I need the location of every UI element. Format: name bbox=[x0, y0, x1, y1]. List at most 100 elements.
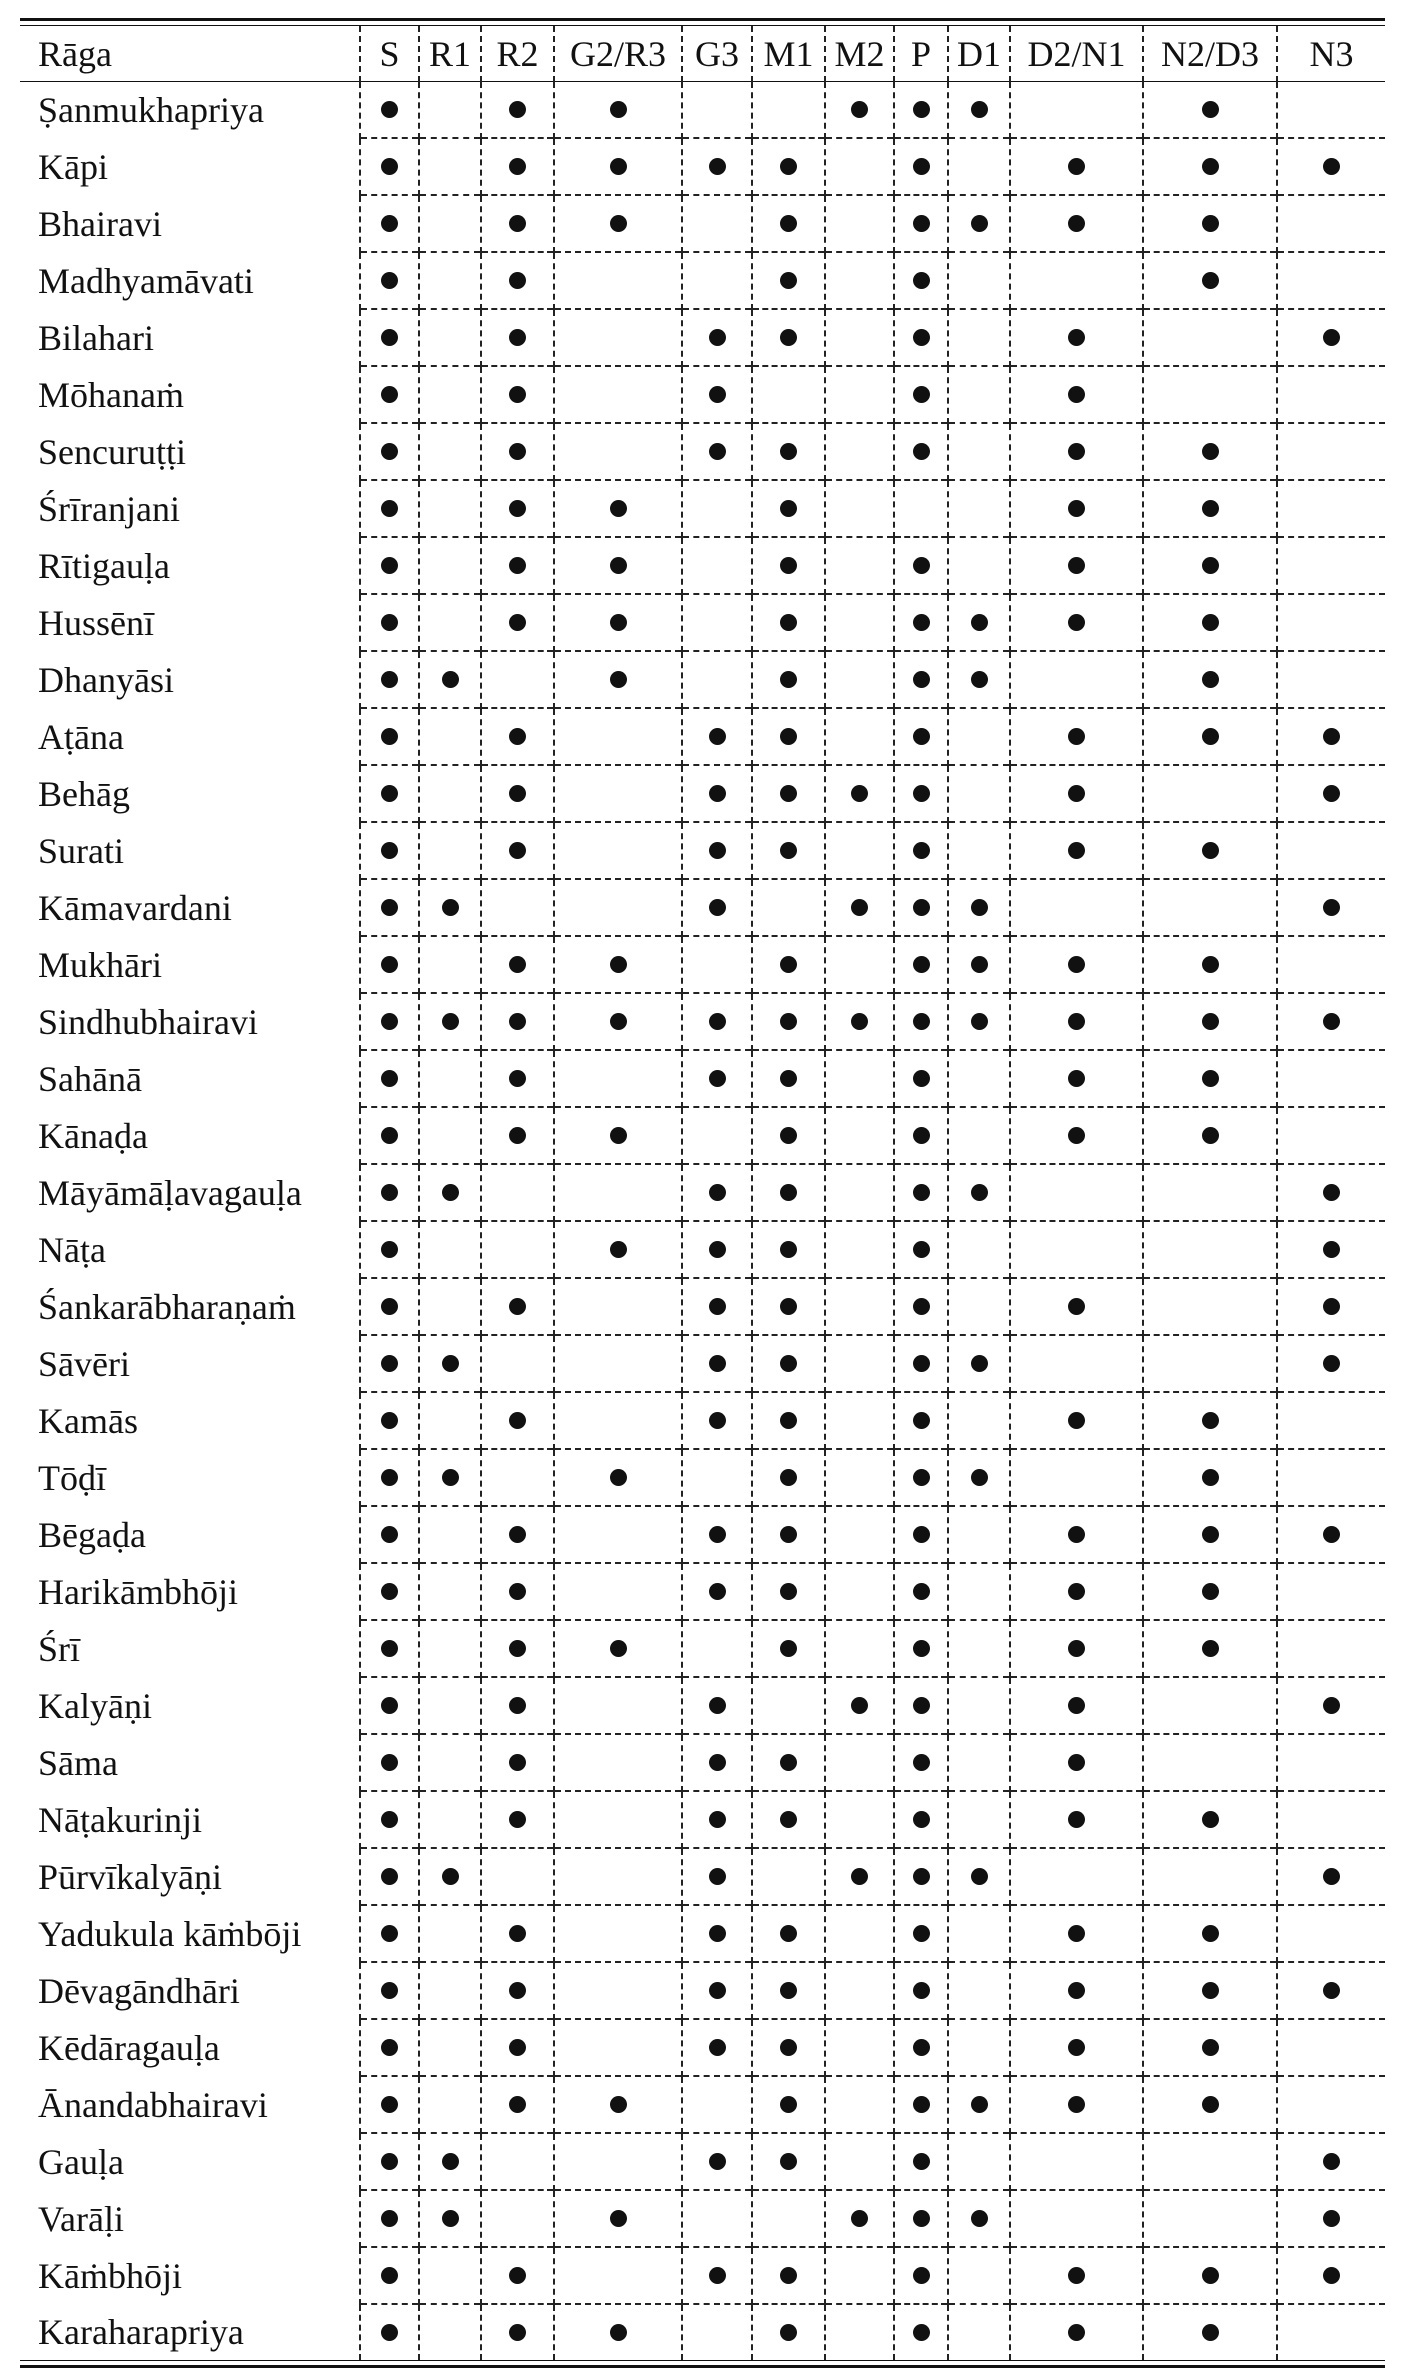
note-cell bbox=[359, 2303, 419, 2360]
note-present-dot-icon bbox=[708, 1811, 726, 1829]
note-cell bbox=[1009, 764, 1143, 822]
note-cell bbox=[1142, 479, 1277, 537]
note-present-dot-icon bbox=[912, 443, 930, 461]
note-present-dot-icon bbox=[780, 500, 797, 518]
note-cell bbox=[751, 1106, 825, 1164]
note-cell bbox=[751, 422, 825, 480]
note-cell bbox=[751, 821, 825, 879]
note-present-dot-icon bbox=[970, 956, 988, 974]
raga-name: Mōhanaṁ bbox=[38, 374, 184, 415]
note-present-dot-icon bbox=[509, 272, 526, 290]
note-present-dot-icon bbox=[381, 2267, 398, 2285]
note-cell bbox=[751, 1277, 825, 1335]
note-present-dot-icon bbox=[381, 614, 398, 632]
note-cell bbox=[1276, 1220, 1385, 1278]
note-present-dot-icon bbox=[1068, 329, 1085, 347]
note-cell bbox=[1142, 992, 1277, 1050]
raga-name: Nāṭakurinji bbox=[38, 1799, 202, 1840]
note-cell bbox=[893, 1961, 948, 2019]
note-cell bbox=[1009, 1505, 1143, 1563]
note-cell bbox=[480, 1106, 554, 1164]
note-present-dot-icon bbox=[912, 956, 930, 974]
note-cell bbox=[418, 1562, 481, 1620]
note-cell bbox=[947, 1277, 1010, 1335]
note-present-dot-icon bbox=[970, 2096, 988, 2114]
note-cell bbox=[947, 2018, 1010, 2076]
raga-name: Yadukula kāṁbōji bbox=[38, 1913, 302, 1954]
note-cell bbox=[751, 1619, 825, 1677]
note-present-dot-icon bbox=[1068, 2039, 1085, 2057]
note-cell bbox=[681, 1619, 752, 1677]
table-row: Bēgaḍa bbox=[20, 1505, 1385, 1563]
note-present-dot-icon bbox=[381, 1982, 398, 2000]
note-cell bbox=[359, 878, 419, 936]
note-present-dot-icon bbox=[912, 1640, 930, 1658]
note-cell bbox=[681, 1904, 752, 1962]
note-cell bbox=[681, 707, 752, 765]
note-present-dot-icon bbox=[708, 158, 726, 176]
note-cell bbox=[1276, 1733, 1385, 1791]
note-cell bbox=[681, 1277, 752, 1335]
note-cell bbox=[553, 1790, 682, 1848]
note-present-dot-icon bbox=[780, 1298, 797, 1316]
note-cell bbox=[893, 479, 948, 537]
note-present-dot-icon bbox=[851, 899, 868, 917]
note-present-dot-icon bbox=[441, 1355, 459, 1373]
note-cell bbox=[418, 251, 481, 309]
note-cell bbox=[893, 2189, 948, 2247]
note-cell bbox=[1009, 194, 1143, 252]
column-header-note: N3 bbox=[1276, 26, 1385, 82]
note-cell bbox=[947, 1220, 1010, 1278]
note-present-dot-icon bbox=[780, 1811, 797, 1829]
note-cell bbox=[681, 1391, 752, 1449]
note-present-dot-icon bbox=[708, 386, 726, 404]
note-present-dot-icon bbox=[381, 329, 398, 347]
note-cell bbox=[751, 2075, 825, 2133]
note-cell bbox=[480, 1277, 554, 1335]
note-cell bbox=[1276, 137, 1385, 195]
note-present-dot-icon bbox=[381, 671, 398, 689]
table-row: Kāpi bbox=[20, 137, 1385, 195]
note-cell bbox=[1009, 308, 1143, 366]
raga-name: Kāṁbhōji bbox=[38, 2255, 182, 2296]
note-cell bbox=[553, 1847, 682, 1905]
note-cell bbox=[553, 1448, 682, 1506]
raga-name: Kalyāṇi bbox=[38, 1685, 152, 1726]
note-cell bbox=[681, 81, 752, 138]
note-cell bbox=[1009, 1106, 1143, 1164]
table-row: Harikāmbhōji bbox=[20, 1562, 1385, 1620]
raga-name: Māyāmāḷavagauḷa bbox=[38, 1172, 302, 1213]
note-cell bbox=[1276, 1847, 1385, 1905]
note-cell bbox=[359, 1049, 419, 1107]
note-cell bbox=[553, 1961, 682, 2019]
note-present-dot-icon bbox=[441, 1469, 459, 1487]
note-cell bbox=[480, 536, 554, 594]
note-cell bbox=[553, 422, 682, 480]
note-present-dot-icon bbox=[1323, 1241, 1340, 1259]
note-cell bbox=[359, 308, 419, 366]
note-cell bbox=[359, 2246, 419, 2304]
note-cell bbox=[480, 1847, 554, 1905]
note-cell bbox=[553, 479, 682, 537]
note-present-dot-icon bbox=[912, 728, 930, 746]
note-cell bbox=[893, 251, 948, 309]
note-cell bbox=[751, 81, 825, 138]
note-present-dot-icon bbox=[1323, 329, 1340, 347]
note-cell bbox=[480, 1961, 554, 2019]
note-cell bbox=[824, 2018, 894, 2076]
note-cell bbox=[359, 2132, 419, 2190]
column-header-note: G2/R3 bbox=[553, 26, 682, 82]
note-present-dot-icon bbox=[1201, 1070, 1219, 1088]
note-cell bbox=[1009, 2303, 1143, 2360]
note-present-dot-icon bbox=[509, 1754, 526, 1772]
table-row: Śrī bbox=[20, 1619, 1385, 1677]
table-row: Bhairavi bbox=[20, 194, 1385, 252]
note-cell bbox=[1142, 1220, 1277, 1278]
note-cell bbox=[1142, 878, 1277, 936]
note-present-dot-icon bbox=[1201, 671, 1219, 689]
note-present-dot-icon bbox=[970, 1355, 988, 1373]
note-present-dot-icon bbox=[509, 1583, 526, 1601]
note-present-dot-icon bbox=[509, 215, 526, 233]
table-row: Dhanyāsi bbox=[20, 650, 1385, 708]
note-present-dot-icon bbox=[1068, 1640, 1085, 1658]
